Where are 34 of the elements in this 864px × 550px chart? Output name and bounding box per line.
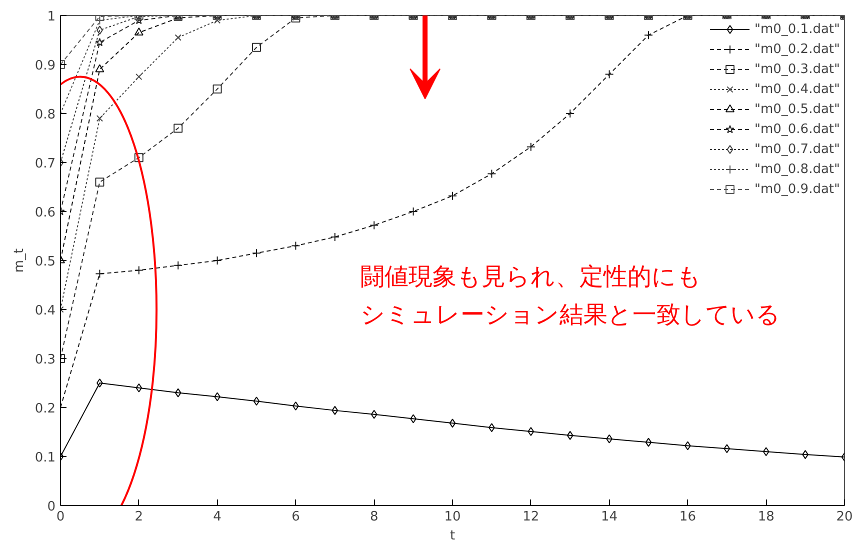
x-tick-label: 12 bbox=[522, 510, 540, 524]
y-axis-title: m_t bbox=[12, 248, 27, 273]
legend-label: "m0_0.9.dat" bbox=[754, 182, 840, 196]
y-tick-label: 0.7 bbox=[34, 156, 56, 172]
legend-label: "m0_0.8.dat" bbox=[754, 162, 840, 176]
x-axis-title: t bbox=[450, 528, 456, 544]
x-tick-label: 8 bbox=[370, 510, 378, 524]
y-tick-label: 0.4 bbox=[34, 304, 56, 318]
x-tick-label: 14 bbox=[601, 510, 618, 524]
legend-label: "m0_0.1.dat" bbox=[754, 22, 840, 36]
x-tick-label: 6 bbox=[292, 510, 300, 524]
y-tick-label: 0.9 bbox=[34, 58, 56, 74]
x-tick-label: 20 bbox=[836, 510, 853, 524]
legend-label: "m0_0.6.dat" bbox=[754, 122, 840, 136]
x-tick-label: 2 bbox=[134, 510, 144, 524]
legend-label: "m0_0.5.dat" bbox=[754, 102, 840, 116]
y-tick-label: 0.3 bbox=[34, 352, 56, 368]
annotation: 闘値現象も見られ、定性的にも bbox=[360, 262, 702, 290]
legend-label: "m0_0.3.dat" bbox=[754, 62, 840, 76]
y-tick-label: 0.6 bbox=[34, 206, 56, 220]
x-tick-label: 10 bbox=[444, 510, 461, 524]
x-tick-label: 4 bbox=[213, 510, 222, 524]
annotation: シミュレーション結果と一致している bbox=[360, 300, 780, 328]
y-tick-label: 0 bbox=[47, 500, 56, 514]
y-tick-label: 1 bbox=[47, 10, 56, 24]
x-tick-label: 16 bbox=[679, 510, 696, 524]
x-tick-label: 18 bbox=[758, 510, 774, 524]
legend-label: "m0_0.2.dat" bbox=[754, 42, 840, 56]
legend-label: "m0_0.4.dat" bbox=[754, 82, 840, 96]
legend-label: "m0_0.7.dat" bbox=[754, 142, 840, 156]
y-tick-label: 0.1 bbox=[34, 450, 56, 466]
y-tick-label: 0.2 bbox=[34, 402, 56, 416]
y-tick-label: 0.5 bbox=[34, 254, 56, 270]
y-tick-label: 0.8 bbox=[34, 108, 56, 122]
